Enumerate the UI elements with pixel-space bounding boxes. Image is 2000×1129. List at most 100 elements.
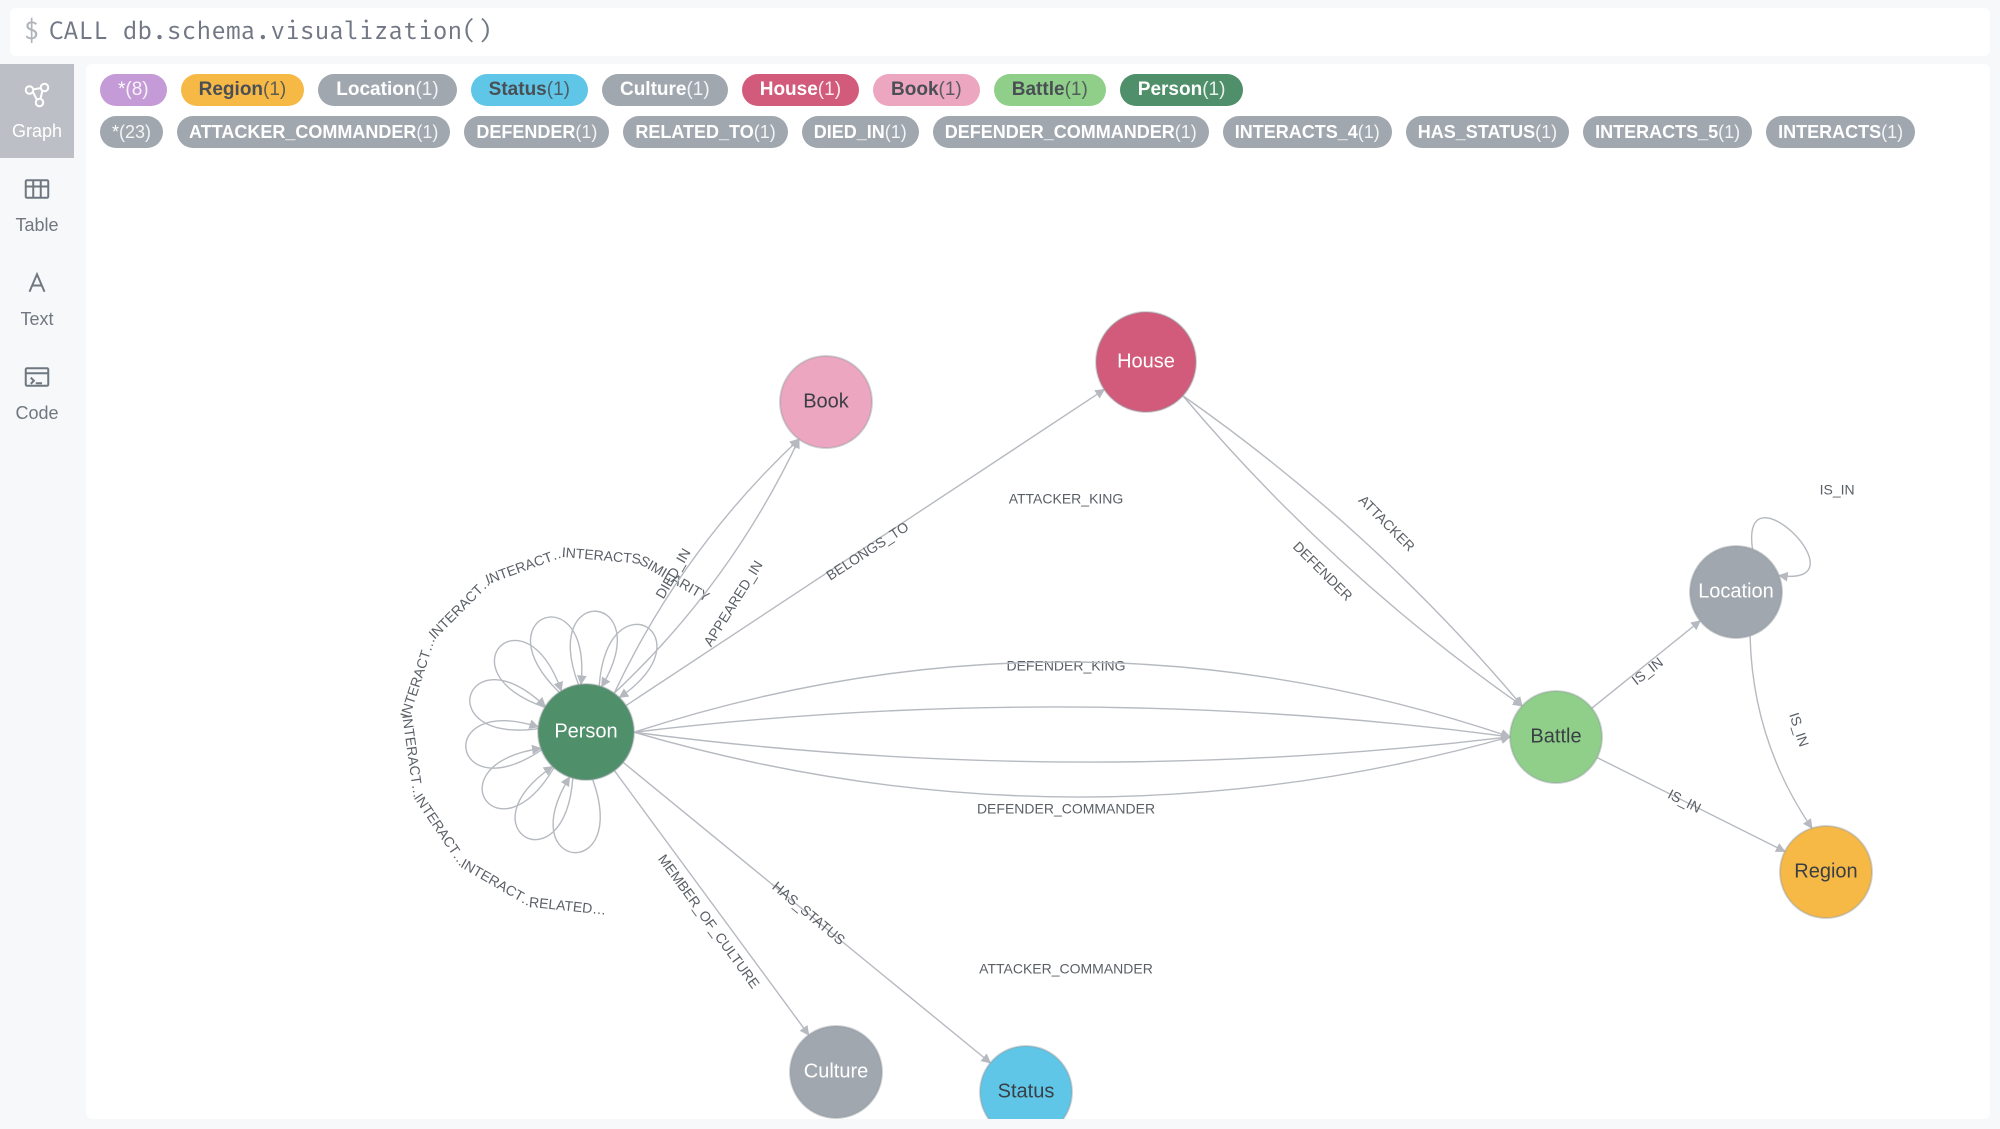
query-text: CALL db.schema.visualization() <box>49 18 492 47</box>
self-loop-edge[interactable] <box>482 748 554 808</box>
self-loop-label: INTERACT… <box>411 790 471 869</box>
pill-count: (1) <box>575 122 597 143</box>
graph-edge-defender[interactable] <box>1183 396 1522 706</box>
view-tab-table[interactable]: Table <box>0 158 74 252</box>
graph-node-region[interactable]: Region <box>1780 826 1872 918</box>
pill-label: Book <box>891 79 939 101</box>
graph-node-house[interactable]: House <box>1096 312 1196 412</box>
pill-count: (1) <box>1202 79 1225 101</box>
pill-label: INTERACTS <box>1778 122 1881 143</box>
graph-edge-label: ATTACKER_COMMANDER <box>979 961 1153 977</box>
relationship-pill-related_to[interactable]: RELATED_TO(1) <box>623 116 787 148</box>
relationship-pill-attacker_commander[interactable]: ATTACKER_COMMANDER(1) <box>177 116 450 148</box>
self-loop-edge[interactable] <box>570 611 617 686</box>
graph-edge-label: HAS_STATUS <box>769 878 848 948</box>
pill-count: (1) <box>1175 122 1197 143</box>
graph-edge-label: IS_IN <box>1628 654 1665 688</box>
node-pill-house[interactable]: House(1) <box>742 74 859 106</box>
relationship-pill-interacts_4[interactable]: INTERACTS_4(1) <box>1223 116 1392 148</box>
table-icon <box>22 174 52 209</box>
node-pill-person[interactable]: Person(1) <box>1120 74 1244 106</box>
graph-edge-member_of_culture[interactable] <box>614 771 808 1035</box>
graph-edge-defender_commander[interactable] <box>634 707 1510 737</box>
graph-icon <box>22 80 52 115</box>
graph-node-location[interactable]: Location <box>1690 546 1782 638</box>
graph-edge-attacker[interactable] <box>1183 396 1522 706</box>
pill-count: (1) <box>1358 122 1380 143</box>
pill-count: (23) <box>119 122 151 143</box>
pill-label: DEFENDER_COMMANDER <box>945 122 1175 143</box>
pill-label: Region <box>199 79 263 101</box>
node-pill-battle[interactable]: Battle(1) <box>994 74 1106 106</box>
pill-label: * <box>118 79 125 101</box>
graph-edge-label: IS_IN <box>1786 710 1812 748</box>
self-loop-label-location: IS_IN <box>1820 482 1855 498</box>
relationship-pill-has_status[interactable]: HAS_STATUS(1) <box>1406 116 1569 148</box>
pill-label: RELATED_TO <box>635 122 753 143</box>
self-loop-edge[interactable] <box>531 617 582 692</box>
view-tab-label: Graph <box>12 121 62 142</box>
pill-count: (1) <box>939 79 962 101</box>
pill-count: (1) <box>263 79 286 101</box>
graph-edge-label: BELONGS_TO <box>823 518 911 583</box>
relationship-pill-interacts[interactable]: INTERACTS(1) <box>1766 116 1915 148</box>
self-loop-label: INTERACT… <box>458 855 539 911</box>
graph-edge-attacker_king[interactable] <box>634 732 1510 797</box>
query-prompt: $ <box>24 18 39 47</box>
view-tab-label: Code <box>15 403 58 424</box>
pill-count: (1) <box>686 79 709 101</box>
graph-edge-label: DEFENDER <box>1290 538 1356 604</box>
pill-label: DIED_IN <box>814 122 885 143</box>
pill-label: Battle <box>1012 79 1065 101</box>
graph-canvas[interactable]: SIMILARITYINTERACTSINTERACT…INTERACT…INT… <box>86 172 1990 1119</box>
self-loop-edge[interactable] <box>599 624 657 697</box>
relationship-pill-interacts_5[interactable]: INTERACTS_5(1) <box>1583 116 1752 148</box>
node-pill-location[interactable]: Location(1) <box>318 74 456 106</box>
self-loop-label: INTERACT… <box>399 714 427 799</box>
view-sidebar: Graph Table Text Code <box>0 64 74 1129</box>
graph-edge-label: DEFENDER_KING <box>1006 658 1125 674</box>
node-pill-all[interactable]: *(8) <box>100 74 167 106</box>
graph-node-status[interactable]: Status <box>980 1046 1072 1119</box>
graph-edge-defender_king[interactable] <box>634 732 1510 762</box>
node-pill-book[interactable]: Book(1) <box>873 74 980 106</box>
self-loop-label: INTERACT… <box>397 635 438 720</box>
relationship-pill-died_in[interactable]: DIED_IN(1) <box>802 116 919 148</box>
relationship-pill-row: *(23) ATTACKER_COMMANDER(1) DEFENDER(1) REL… <box>86 112 1990 154</box>
self-loop-edge[interactable] <box>553 777 600 853</box>
graph-node-battle[interactable]: Battle <box>1510 691 1602 783</box>
graph-edge-label: ATTACKER_KING <box>1009 491 1124 507</box>
graph-node-person[interactable]: Person <box>538 684 634 780</box>
graph-edge-label: DEFENDER_COMMANDER <box>977 801 1155 817</box>
view-tab-code[interactable]: Code <box>0 346 74 440</box>
pill-label: Status <box>489 79 547 101</box>
node-label-pill-row: *(8)Region(1)Location(1)Status(1)Culture… <box>86 64 1990 112</box>
relationship-pill-defender[interactable]: DEFENDER(1) <box>464 116 609 148</box>
pill-count: (1) <box>885 122 907 143</box>
view-tab-text[interactable]: Text <box>0 252 74 346</box>
pill-label: INTERACTS_5 <box>1595 122 1718 143</box>
graph-node-culture[interactable]: Culture <box>790 1026 882 1118</box>
graph-edge-label: MEMBER_OF_CULTURE <box>655 851 763 991</box>
pill-label: INTERACTS_4 <box>1235 122 1358 143</box>
node-pill-culture[interactable]: Culture(1) <box>602 74 728 106</box>
relationship-pill-defender_commander[interactable]: DEFENDER_COMMANDER(1) <box>933 116 1209 148</box>
pill-count: (1) <box>415 79 438 101</box>
query-bar[interactable]: $ CALL db.schema.visualization() <box>10 8 1990 56</box>
view-tab-label: Table <box>15 215 58 236</box>
pill-count: (1) <box>416 122 438 143</box>
self-loop-edge[interactable] <box>494 640 561 707</box>
pill-count: (8) <box>125 79 148 101</box>
node-pill-status[interactable]: Status(1) <box>471 74 588 106</box>
view-tab-graph[interactable]: Graph <box>0 64 74 158</box>
text-icon <box>22 268 52 303</box>
pill-label: Person <box>1138 79 1202 101</box>
relationship-pill-all[interactable]: *(23) <box>100 116 163 148</box>
pill-label: HAS_STATUS <box>1418 122 1535 143</box>
graph-edge-label: IS_IN <box>1665 786 1703 816</box>
self-loop-edge[interactable] <box>466 721 542 768</box>
self-loop-label: INTERACT… <box>483 544 567 588</box>
pill-label: Culture <box>620 79 687 101</box>
node-pill-region[interactable]: Region(1) <box>181 74 305 106</box>
graph-node-book[interactable]: Book <box>780 356 872 448</box>
